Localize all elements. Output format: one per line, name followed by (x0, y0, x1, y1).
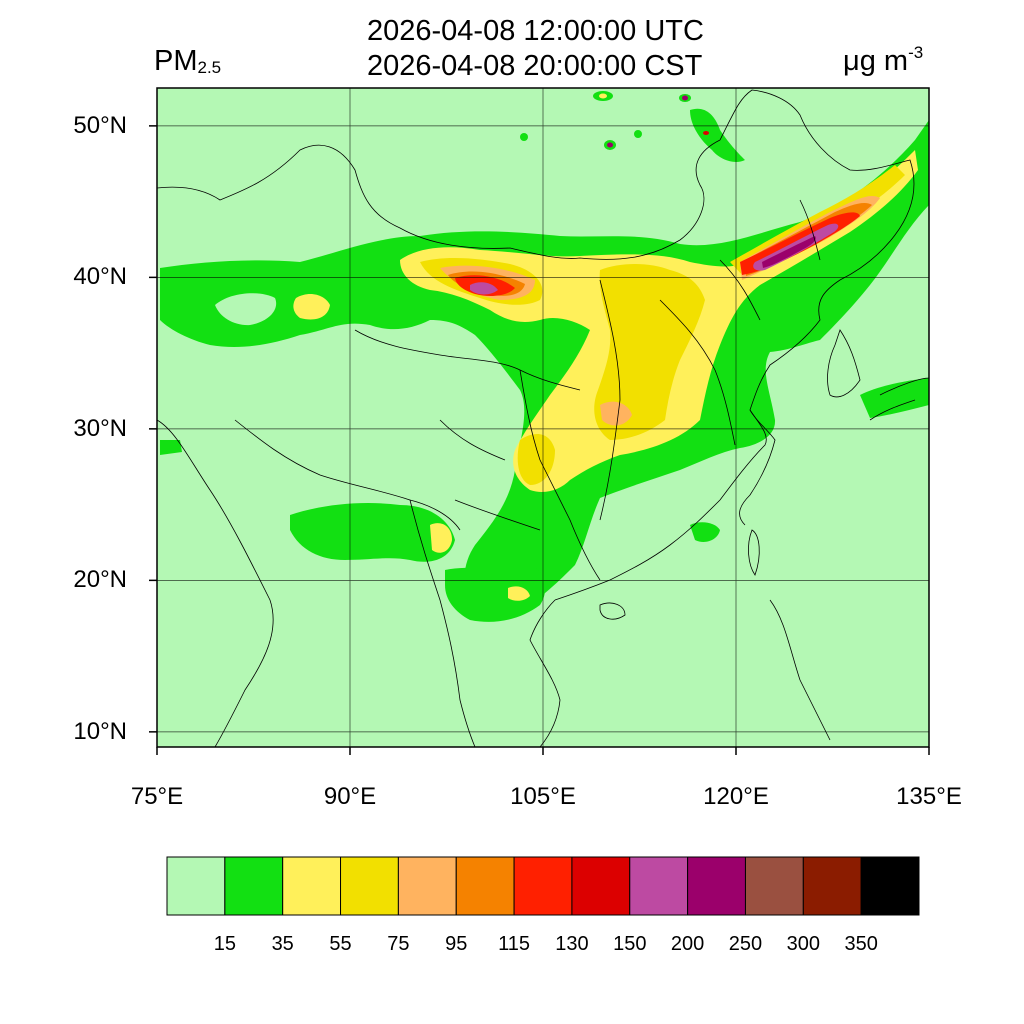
coastline-india (157, 419, 274, 747)
coastline-hainan (599, 602, 626, 620)
colorbar-label: 75 (387, 933, 410, 955)
border-myanmar (409, 499, 476, 747)
field-green-ne-blobs (690, 108, 745, 162)
colorbar-swatch (166, 856, 226, 916)
variable-label: PM2.5 (154, 45, 221, 78)
colorbar-swatch (802, 856, 862, 916)
field-green-east (860, 378, 929, 418)
lat-tick-label: 10°N (73, 717, 127, 745)
colorbar-label: 115 (498, 933, 530, 955)
coastline-indochina (529, 599, 561, 747)
lat-tick-label: 20°N (73, 566, 127, 594)
colorbar-label: 130 (555, 933, 589, 955)
field-yellow-south (430, 523, 452, 553)
lon-tick-label: 90°E (323, 783, 377, 810)
colorbar-label: 55 (329, 933, 352, 955)
colorbar-label: 95 (445, 933, 468, 955)
coastline-taiwan (748, 529, 760, 576)
colorbar-swatch (282, 856, 342, 916)
title-line-1: 2026-04-08 12:00:00 UTC (367, 15, 704, 47)
internal-borders-2 (599, 279, 621, 521)
lat-tick-label: 40°N (73, 263, 127, 291)
field-green-south-1 (290, 503, 455, 562)
units-label: μg m-3 (843, 43, 924, 78)
field-magenta-west (470, 282, 498, 295)
colorbar-swatch (340, 856, 399, 916)
colorbar-label: 250 (728, 933, 763, 955)
tick-marks (149, 125, 930, 755)
field-hotspots-north (520, 91, 713, 150)
colorbar-label: 350 (844, 933, 878, 955)
colorbar-label: 35 (271, 933, 294, 955)
graticule (157, 88, 929, 747)
field-yellow-south-2 (508, 586, 530, 601)
coastline-philippines (769, 599, 831, 741)
lat-tick-label: 30°N (73, 414, 127, 442)
variable-subscript: 2.5 (197, 58, 222, 77)
colorbar-swatch (744, 856, 804, 916)
field-green-south-3 (160, 440, 182, 455)
title-line-2: 2026-04-08 20:00:00 CST (367, 50, 703, 82)
field-green-south-2 (445, 565, 546, 622)
units-exponent: -3 (908, 43, 924, 62)
field-yellow-west (293, 294, 330, 320)
field-purple-ne (762, 236, 816, 268)
colorbar-swatch (397, 856, 457, 916)
coastline-east-china (739, 409, 776, 526)
boundaries (157, 89, 929, 747)
internal-borders-6 (719, 199, 821, 321)
lon-tick-label: 135°E (896, 783, 962, 810)
lon-tick-label: 105°E (510, 783, 576, 810)
internal-borders-5 (439, 419, 541, 531)
field-gold-main (594, 264, 705, 440)
internal-borders-4 (659, 299, 736, 446)
field-green-south-4 (690, 522, 720, 542)
lat-tick-label: 50°N (73, 111, 127, 139)
field-peach-mid (600, 401, 632, 426)
field-green-north (160, 120, 929, 611)
pm25-field (160, 91, 929, 622)
colorbar-swatch (455, 856, 515, 916)
country-border-china (157, 89, 915, 601)
colorbar-swatch (687, 856, 746, 916)
variable-name: PM (154, 45, 198, 77)
colorbar-label: 300 (786, 933, 820, 955)
colorbar-swatch (513, 856, 573, 916)
field-hole-west (215, 293, 277, 326)
coastline-japan (869, 377, 929, 421)
lon-tick-label: 75°E (130, 783, 184, 810)
colorbar-label: 200 (670, 933, 705, 955)
colorbar-label: 15 (213, 933, 236, 955)
lon-tick-label: 120°E (703, 783, 769, 810)
colorbar-swatch (860, 856, 920, 916)
internal-borders-1 (354, 329, 581, 391)
border-india-nepal (234, 419, 461, 531)
coastline-korea (827, 329, 861, 398)
colorbar-swatch (571, 856, 631, 916)
field-gold-sichuan (517, 434, 555, 485)
colorbar-swatch (224, 856, 284, 916)
internal-borders-3 (519, 369, 601, 581)
colorbar-label: 150 (613, 933, 647, 955)
units-base: μg m (843, 45, 909, 77)
colorbar-swatch (629, 856, 689, 916)
